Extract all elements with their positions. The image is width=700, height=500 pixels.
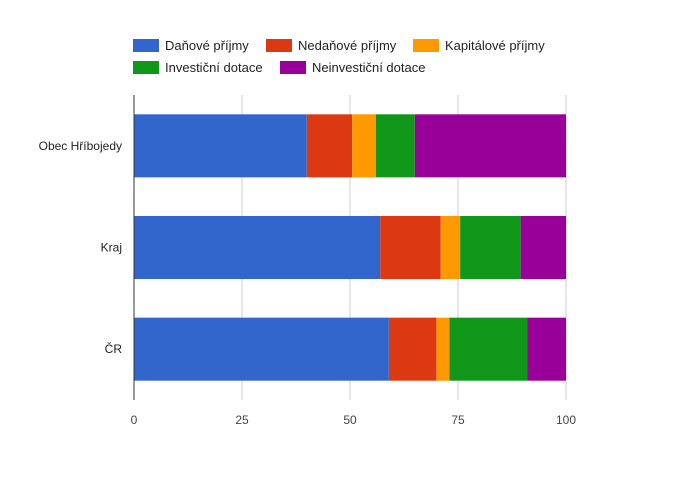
bar-segment — [134, 215, 381, 280]
bar-segment — [436, 317, 450, 381]
legend-swatch — [133, 39, 159, 52]
bar-segment — [449, 317, 528, 381]
bar-segment — [527, 317, 566, 381]
legend-label: Neinvestiční dotace — [312, 60, 426, 75]
bars — [134, 114, 566, 381]
bar-segment — [375, 114, 415, 178]
legend-item: Daňové příjmy — [133, 38, 249, 53]
legend-label: Nedaňové příjmy — [298, 38, 397, 53]
bar-segment — [306, 114, 353, 178]
legend-label: Daňové příjmy — [165, 38, 249, 53]
x-tick-label: 75 — [451, 413, 465, 427]
bar-segment — [414, 114, 566, 178]
bar-segment — [388, 317, 437, 381]
bar-segment — [134, 114, 307, 178]
legend-item: Kapitálové příjmy — [413, 38, 545, 53]
bar-segment — [134, 317, 389, 381]
x-tick-label: 100 — [556, 413, 576, 427]
category-label: Kraj — [101, 241, 122, 255]
bar-segment — [460, 215, 521, 280]
legend-label: Investiční dotace — [165, 60, 263, 75]
legend-swatch — [266, 39, 292, 52]
legend-item: Neinvestiční dotace — [280, 60, 425, 75]
x-tick-label: 25 — [235, 413, 249, 427]
bar-segment — [520, 215, 566, 280]
legend-item: Investiční dotace — [133, 60, 263, 75]
legend-item: Nedaňové příjmy — [266, 38, 396, 53]
bar-segment — [352, 114, 376, 178]
category-label: Obec Hříbojedy — [39, 139, 122, 153]
bar-segment — [380, 215, 441, 280]
legend-swatch — [280, 61, 306, 74]
bar-segment — [440, 215, 461, 280]
legend-swatch — [413, 39, 439, 52]
x-tick-label: 50 — [343, 413, 357, 427]
category-label: ČR — [105, 341, 123, 356]
axes: 0 25 50 75 100 Obec Hříbojedy Kraj ČR — [39, 95, 576, 427]
x-tick-label: 0 — [131, 413, 138, 427]
legend-label: Kapitálové příjmy — [445, 38, 545, 53]
legend-swatch — [133, 61, 159, 74]
